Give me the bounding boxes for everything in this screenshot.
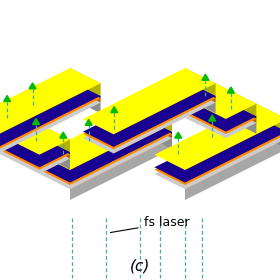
Polygon shape	[83, 87, 216, 153]
Polygon shape	[185, 96, 256, 132]
Polygon shape	[256, 104, 280, 132]
Polygon shape	[85, 119, 92, 125]
Polygon shape	[70, 138, 172, 200]
Polygon shape	[175, 132, 182, 138]
Polygon shape	[83, 81, 216, 147]
Polygon shape	[4, 95, 11, 102]
Polygon shape	[154, 116, 280, 183]
Polygon shape	[0, 83, 101, 149]
Polygon shape	[154, 123, 280, 189]
Polygon shape	[185, 68, 216, 96]
Polygon shape	[70, 132, 172, 185]
Polygon shape	[111, 107, 118, 113]
Polygon shape	[0, 119, 70, 155]
Polygon shape	[141, 123, 172, 149]
Polygon shape	[185, 132, 280, 185]
Polygon shape	[185, 119, 280, 183]
Polygon shape	[185, 98, 256, 134]
Polygon shape	[70, 81, 101, 98]
Polygon shape	[29, 132, 70, 154]
Text: (c): (c)	[130, 258, 150, 274]
Polygon shape	[209, 115, 216, 121]
Polygon shape	[0, 138, 70, 174]
Polygon shape	[202, 74, 209, 80]
Polygon shape	[216, 83, 256, 116]
Polygon shape	[0, 134, 70, 170]
Polygon shape	[185, 83, 256, 119]
Polygon shape	[29, 138, 70, 169]
Polygon shape	[70, 119, 172, 183]
Polygon shape	[83, 68, 216, 134]
Polygon shape	[29, 119, 70, 152]
Polygon shape	[185, 87, 216, 113]
Polygon shape	[185, 81, 216, 98]
Polygon shape	[0, 81, 101, 147]
Polygon shape	[39, 123, 172, 189]
Polygon shape	[141, 104, 172, 132]
Polygon shape	[70, 68, 101, 96]
Polygon shape	[60, 132, 67, 138]
Polygon shape	[39, 116, 172, 183]
Polygon shape	[141, 116, 172, 134]
Polygon shape	[256, 123, 280, 149]
Polygon shape	[185, 83, 216, 102]
Polygon shape	[70, 83, 101, 102]
Polygon shape	[0, 132, 70, 167]
Polygon shape	[39, 104, 172, 170]
Polygon shape	[185, 102, 256, 138]
Polygon shape	[29, 83, 36, 89]
Polygon shape	[0, 87, 101, 153]
Polygon shape	[185, 134, 280, 189]
Polygon shape	[83, 83, 216, 149]
Polygon shape	[256, 119, 280, 138]
Polygon shape	[227, 87, 234, 93]
Text: fs laser: fs laser	[110, 216, 189, 232]
Polygon shape	[70, 87, 101, 113]
Polygon shape	[185, 138, 280, 200]
Polygon shape	[154, 119, 280, 185]
Polygon shape	[39, 119, 172, 185]
Polygon shape	[0, 68, 101, 134]
Polygon shape	[154, 104, 280, 170]
Polygon shape	[70, 134, 172, 189]
Polygon shape	[216, 98, 256, 123]
Polygon shape	[256, 116, 280, 134]
Polygon shape	[216, 96, 256, 119]
Polygon shape	[29, 134, 70, 158]
Polygon shape	[141, 119, 172, 138]
Polygon shape	[32, 118, 39, 125]
Polygon shape	[216, 102, 256, 134]
